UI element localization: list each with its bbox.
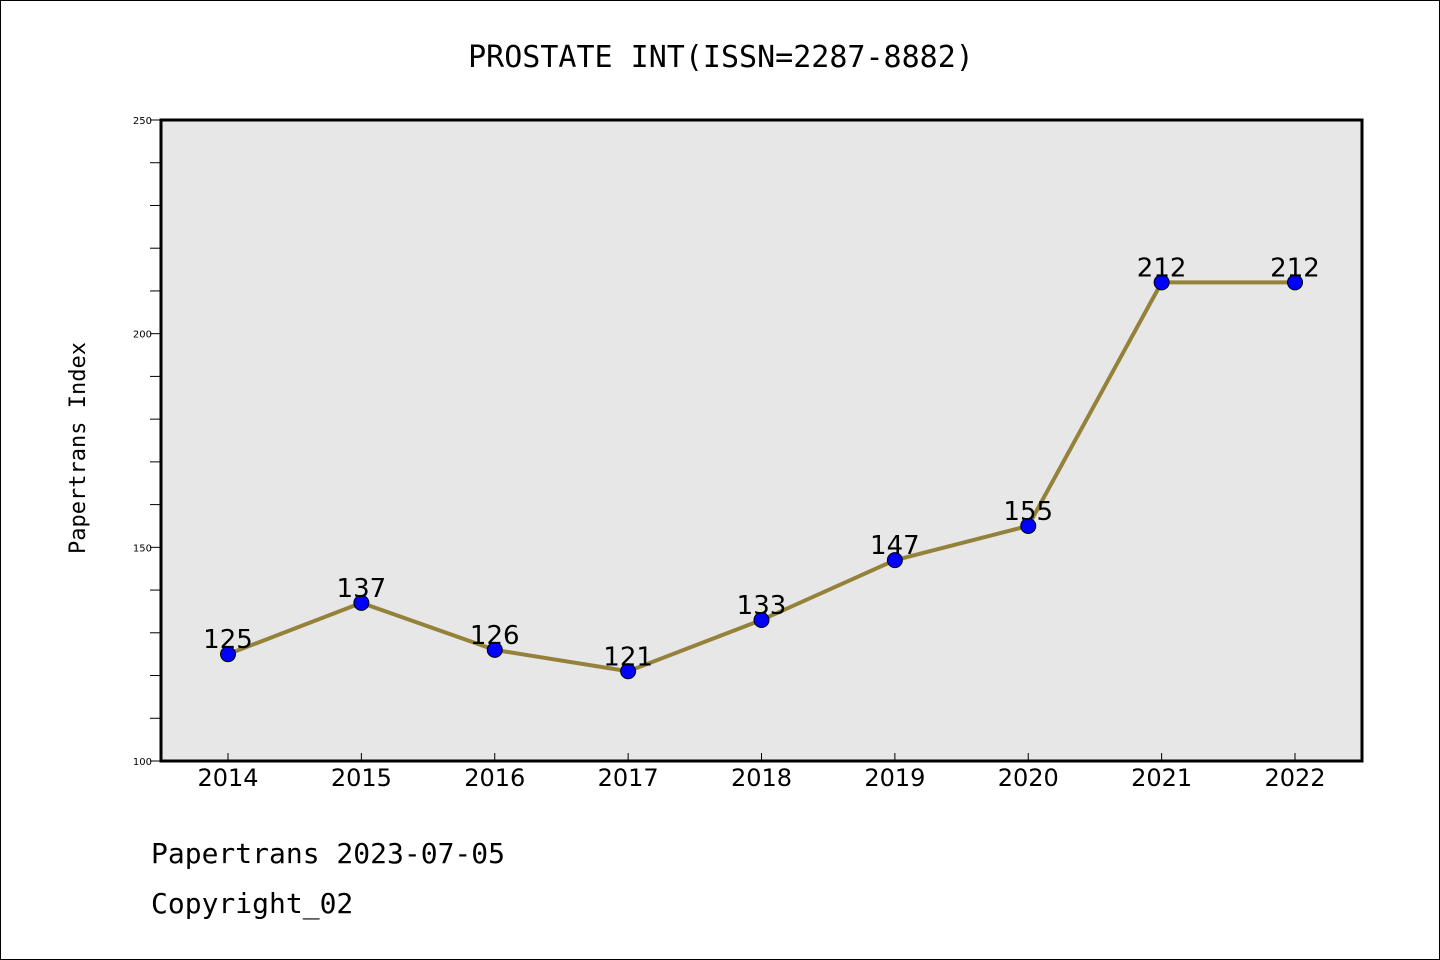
data-label: 133 bbox=[737, 591, 787, 621]
data-point bbox=[753, 611, 770, 628]
data-label: 155 bbox=[1003, 497, 1053, 527]
x-tick-label: 2022 bbox=[1264, 764, 1325, 792]
x-tick-label: 2014 bbox=[197, 764, 258, 792]
y-tick-label: 200 bbox=[133, 330, 152, 341]
footer-date-text: Papertrans 2023-07-05 bbox=[151, 837, 506, 870]
data-point bbox=[220, 646, 236, 663]
data-point bbox=[1287, 274, 1303, 291]
x-tick-label: 2016 bbox=[464, 764, 525, 792]
y-axis: 100 150 200 250 bbox=[133, 116, 161, 768]
data-point bbox=[886, 552, 903, 569]
data-label: 212 bbox=[1270, 253, 1320, 283]
x-axis: 2014 2015 2016 2017 2018 2019 2020 2021 2022 bbox=[197, 753, 1326, 792]
data-point bbox=[1020, 517, 1037, 534]
data-label: 147 bbox=[870, 531, 920, 561]
y-tick-label: 250 bbox=[133, 116, 152, 127]
data-point bbox=[486, 641, 503, 658]
x-tick-label: 2015 bbox=[331, 764, 392, 792]
x-tick-label: 2018 bbox=[731, 764, 792, 792]
chart-title: PROSTATE INT(ISSN=2287-8882) bbox=[468, 40, 974, 75]
x-tick-label: 2019 bbox=[864, 764, 925, 792]
x-tick-label: 2021 bbox=[1131, 764, 1192, 792]
data-point bbox=[620, 663, 637, 680]
data-label: 125 bbox=[203, 625, 253, 655]
y-tick-label: 150 bbox=[133, 543, 152, 554]
data-labels: 125 137 126 121 133 147 155 212 212 bbox=[203, 253, 1320, 672]
data-label: 137 bbox=[337, 574, 387, 604]
data-point bbox=[1153, 274, 1170, 291]
data-label: 212 bbox=[1137, 253, 1187, 283]
x-tick-label: 2017 bbox=[598, 764, 659, 792]
y-axis-label: Papertrans Index bbox=[66, 342, 91, 554]
plot-area bbox=[159, 118, 1364, 763]
footer-copyright-text: Copyright_02 bbox=[151, 887, 354, 920]
y-tick-label: 100 bbox=[133, 757, 152, 768]
x-tick-label: 2020 bbox=[998, 764, 1059, 792]
data-point bbox=[353, 594, 370, 611]
data-label: 126 bbox=[470, 621, 520, 651]
series-layer bbox=[220, 274, 1303, 680]
data-label: 121 bbox=[603, 642, 653, 672]
